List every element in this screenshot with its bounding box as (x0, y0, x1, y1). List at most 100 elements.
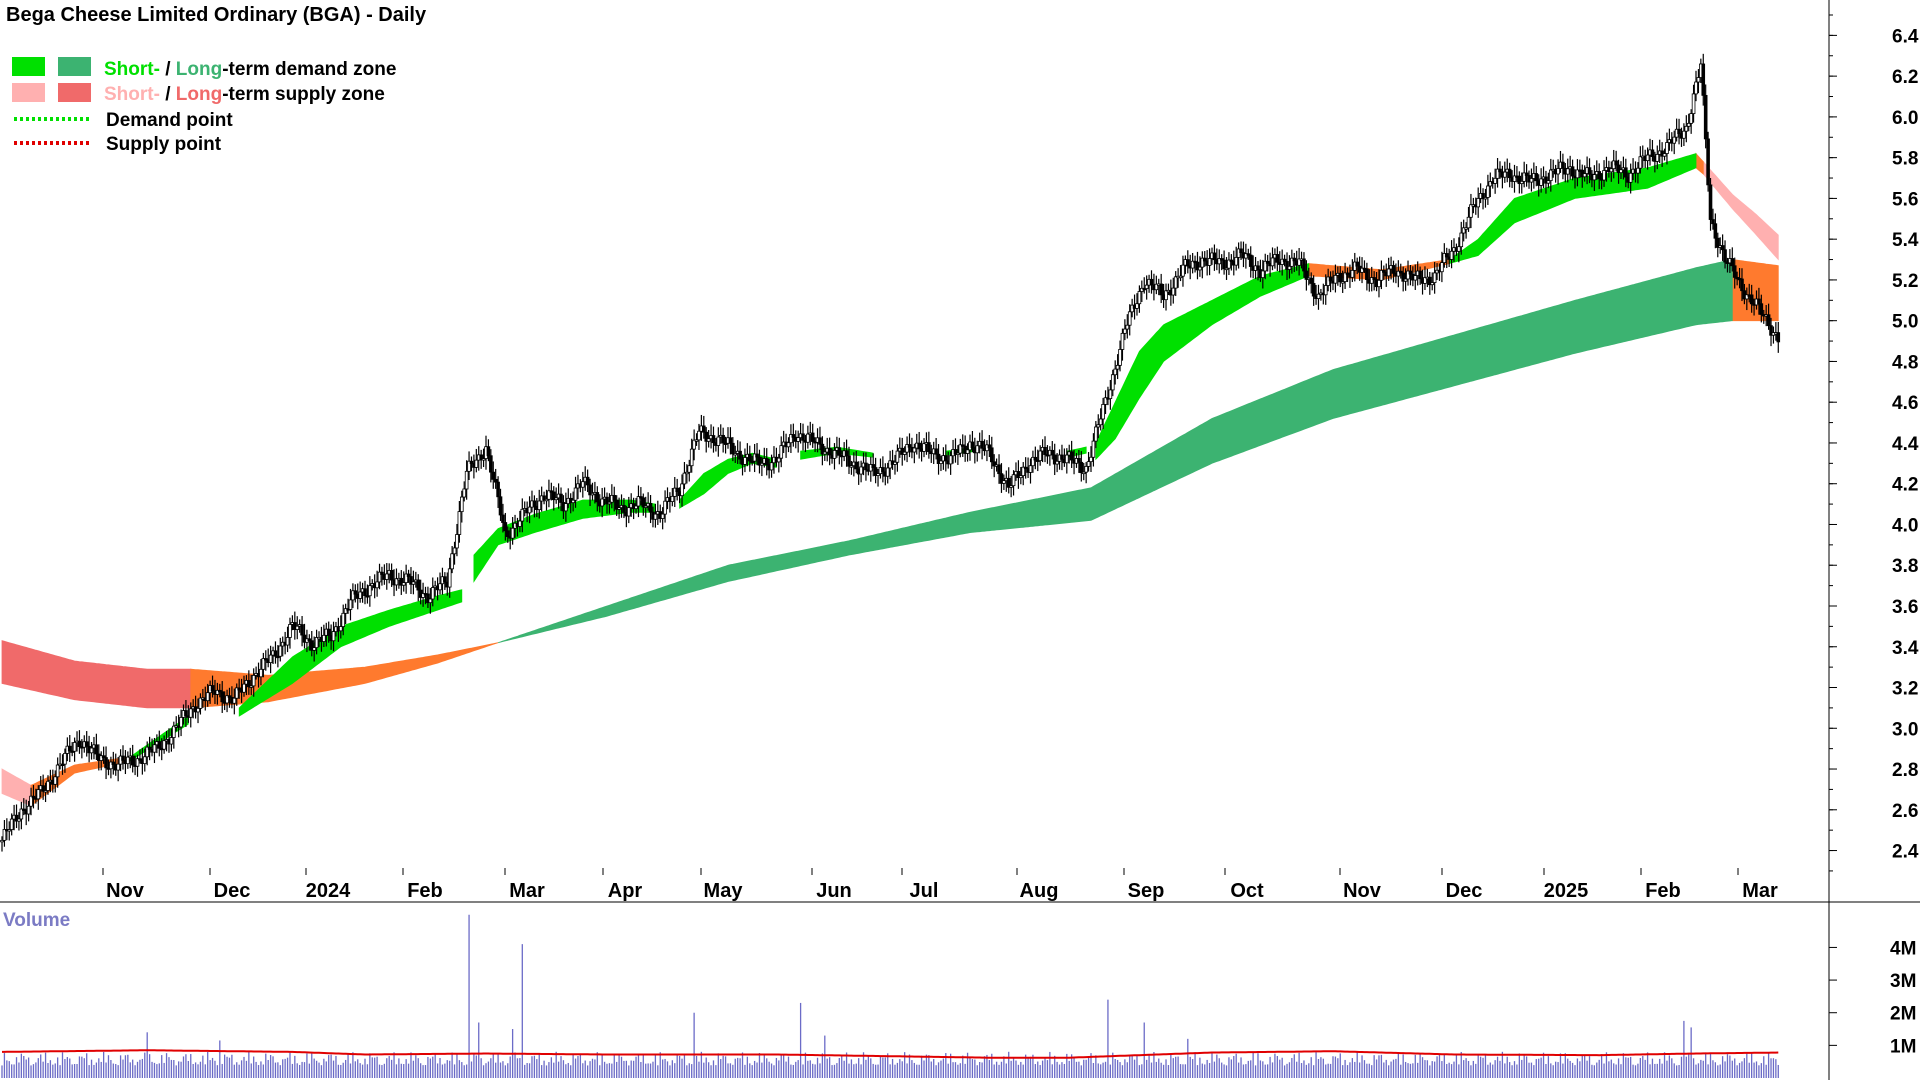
candle-body (801, 433, 805, 441)
candle (1096, 414, 1101, 439)
candle (1430, 272, 1435, 291)
candle-body (210, 685, 215, 692)
candle-body (55, 764, 60, 778)
candle-body (685, 471, 689, 475)
candle (723, 436, 728, 454)
candle (1302, 252, 1306, 278)
candle (970, 430, 975, 453)
candle (1369, 266, 1374, 292)
candle (2, 820, 7, 847)
candle-body (322, 634, 326, 642)
y-tick-label: 5.4 (1892, 230, 1919, 251)
candle (1195, 251, 1200, 280)
candle-body (1529, 178, 1534, 183)
candle (1236, 242, 1241, 269)
candle-body (643, 505, 648, 508)
candle (1650, 140, 1655, 162)
candle (1546, 172, 1551, 189)
candle-body (1360, 267, 1364, 273)
candle-body (1776, 332, 1781, 343)
candle (537, 489, 542, 519)
candle (1602, 160, 1606, 187)
candle (1539, 168, 1543, 193)
candle (1311, 275, 1316, 306)
x-tick-label: Mar (509, 880, 545, 902)
candle-body (999, 473, 1004, 484)
candle (960, 434, 965, 457)
candle-body (786, 442, 791, 448)
candle-body (617, 507, 621, 510)
candle-body (406, 573, 411, 577)
candle-body (172, 725, 176, 738)
candle-body (1195, 261, 1200, 271)
candle-body (1401, 272, 1405, 282)
candle-body (421, 593, 425, 598)
candle-body (1227, 259, 1231, 269)
candle-body (77, 740, 82, 747)
candle-body (1609, 168, 1614, 173)
candle (1379, 260, 1384, 290)
candle-body (1672, 136, 1677, 144)
candle (1350, 259, 1355, 283)
candle-body (426, 593, 430, 604)
candle (220, 681, 225, 713)
candle-body (1263, 260, 1268, 272)
candle (873, 457, 878, 484)
candle (728, 427, 733, 455)
candle (489, 449, 493, 483)
candle-body (104, 757, 108, 769)
candle-body (706, 438, 711, 442)
candle (1108, 379, 1113, 410)
candle (1338, 266, 1343, 288)
candle-body (518, 520, 522, 527)
candle (406, 569, 411, 583)
candle (1481, 188, 1485, 210)
legend-demand-short: Short- (104, 59, 160, 80)
candle (692, 429, 696, 461)
candle-body (796, 437, 800, 442)
candle (1222, 250, 1226, 275)
candle-body (1256, 265, 1260, 270)
candle-body (750, 460, 754, 463)
candle (689, 438, 694, 473)
candle-body (474, 459, 479, 468)
candle (29, 787, 33, 816)
candle (1355, 257, 1360, 275)
candle (496, 476, 500, 508)
candle (1636, 162, 1640, 184)
candle-body (338, 626, 343, 632)
candle (278, 637, 283, 662)
candle (1023, 457, 1028, 479)
candle (743, 448, 747, 473)
y-tick-label: 2.6 (1892, 801, 1918, 822)
candle-body (416, 579, 421, 591)
candle (917, 431, 921, 459)
candle (1638, 146, 1643, 174)
candle-body (675, 487, 679, 492)
candle (956, 445, 960, 465)
candle (844, 439, 849, 467)
candle-body (111, 761, 116, 765)
candle-body (353, 590, 358, 595)
candle (184, 700, 188, 727)
y-tick-label: 5.6 (1892, 189, 1918, 210)
candle (1459, 221, 1464, 255)
candle-body (1110, 374, 1115, 391)
candle-body (94, 744, 99, 755)
candle (450, 546, 454, 574)
candle (300, 616, 304, 647)
candle (680, 474, 684, 507)
candle-body (312, 647, 316, 651)
candle-body (1125, 324, 1130, 330)
candle-body (1033, 456, 1038, 461)
candle (1181, 255, 1185, 287)
x-tick-label: Feb (1645, 880, 1681, 902)
candle (1703, 84, 1708, 149)
candle-body (314, 637, 319, 649)
candle (314, 629, 319, 655)
candle-body (1292, 257, 1297, 262)
candle-body (1311, 283, 1316, 297)
candle-body (343, 608, 348, 614)
candle-body (885, 467, 890, 477)
candle (501, 503, 505, 533)
